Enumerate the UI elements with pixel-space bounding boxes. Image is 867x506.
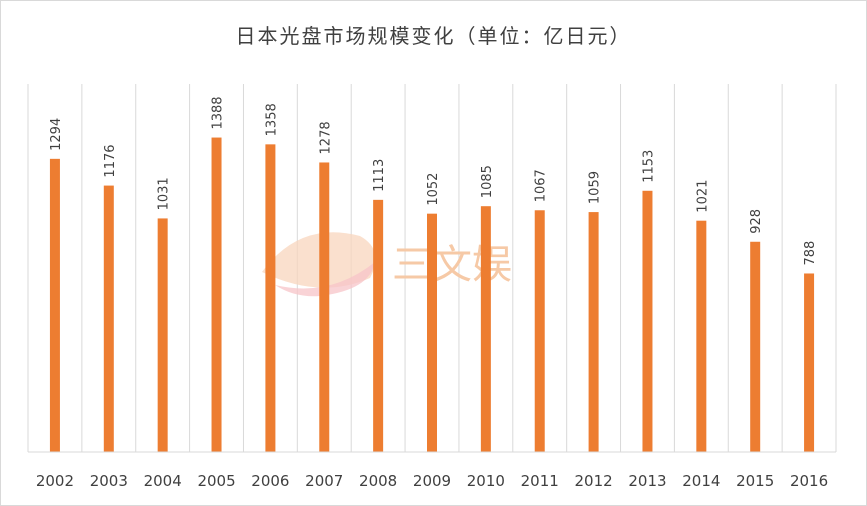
watermark-logo-swoosh <box>275 262 375 297</box>
bar-2004 <box>157 218 168 452</box>
bar-2013 <box>642 190 653 453</box>
bar-2005 <box>211 137 222 453</box>
x-tick-label: 2009 <box>413 472 451 490</box>
data-label-2003: 1176 <box>103 144 118 177</box>
bars <box>49 137 815 453</box>
data-labels: 1294 1176 1031 1388 1358 1278 1113 1052 1085 1067… <box>49 96 818 265</box>
x-tick-label: 2012 <box>575 472 613 490</box>
bar-2007 <box>319 162 330 452</box>
watermark: 三文娱 <box>262 232 512 297</box>
bar-2010 <box>480 206 491 452</box>
watermark-logo-icon <box>262 232 376 288</box>
data-label-2011: 1067 <box>534 169 549 202</box>
x-tick-label: 2016 <box>790 472 828 490</box>
x-tick-label: 2008 <box>359 472 397 490</box>
data-label-2002: 1294 <box>49 118 64 151</box>
chart-title: 日本光盘市场规模变化（单位：亿日元） <box>235 24 632 48</box>
data-label-2008: 1113 <box>372 159 387 192</box>
bar-2012 <box>588 212 599 452</box>
x-axis-ticks: 2002 2003 2004 2005 2006 2007 2008 2009 2010 2011… <box>36 472 828 490</box>
x-tick-label: 2005 <box>197 472 235 490</box>
x-tick-label: 2014 <box>682 472 720 490</box>
data-label-2007: 1278 <box>318 121 333 154</box>
x-tick-label: 2010 <box>467 472 505 490</box>
data-label-2009: 1052 <box>426 173 441 206</box>
bar-2015 <box>750 241 761 452</box>
x-tick-label: 2004 <box>144 472 182 490</box>
x-tick-label: 2006 <box>251 472 289 490</box>
bar-2011 <box>534 210 545 452</box>
data-label-2014: 1021 <box>695 180 710 213</box>
data-label-2005: 1388 <box>211 96 226 129</box>
bar-2006 <box>265 144 276 452</box>
data-label-2015: 928 <box>749 209 764 234</box>
bar-2003 <box>103 185 114 452</box>
data-label-2016: 788 <box>803 241 818 266</box>
x-tick-label: 2015 <box>736 472 774 490</box>
data-label-2013: 1153 <box>641 150 656 183</box>
bar-2008 <box>373 199 384 452</box>
x-tick-label: 2007 <box>305 472 343 490</box>
data-label-2004: 1031 <box>157 177 172 210</box>
watermark-text: 三文娱 <box>392 242 512 288</box>
bar-2016 <box>804 273 815 452</box>
x-tick-label: 2013 <box>628 472 666 490</box>
bar-2009 <box>427 213 437 452</box>
data-label-2010: 1085 <box>480 165 495 198</box>
x-tick-label: 2003 <box>90 472 128 490</box>
bar-2014 <box>696 220 707 452</box>
data-label-2006: 1358 <box>264 103 279 136</box>
x-tick-label: 2002 <box>36 472 74 490</box>
data-label-2012: 1059 <box>588 171 603 204</box>
bar-2002 <box>49 158 60 452</box>
x-tick-label: 2011 <box>521 472 559 490</box>
